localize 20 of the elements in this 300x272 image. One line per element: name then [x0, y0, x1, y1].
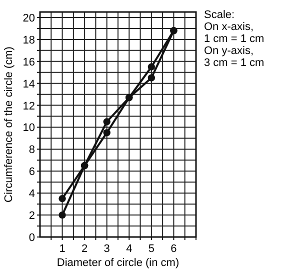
text: Scale: On x-axis, 1 cm = 1 cm On y-axis, 3 cm = 1 cm: [204, 9, 264, 69]
x-tick-label: 2: [82, 243, 88, 255]
y-tick-label: 14: [22, 78, 35, 90]
y-tick-label: 8: [28, 144, 35, 156]
y-tick-label: 2: [28, 210, 35, 222]
y-tick-label: 10: [22, 122, 35, 134]
x-axis-title: Diameter of circle (in cm): [56, 257, 180, 269]
x-tick-label: 1: [59, 243, 66, 255]
x-tick-label: 4: [126, 243, 132, 255]
y-tick-label: 4: [28, 188, 35, 200]
y-tick-label: 0: [28, 232, 35, 244]
y-tick-label: 20: [22, 12, 35, 24]
y-tick-label: 16: [22, 56, 35, 68]
x-tick-label: 5: [148, 243, 154, 255]
y-tick-label: 18: [22, 34, 35, 46]
x-tick-label: 6: [170, 243, 177, 255]
y-axis-title: Circumference of the circle (cm): [3, 46, 15, 202]
y-tick-label: 6: [28, 166, 35, 178]
y-tick-label: 12: [22, 100, 35, 112]
x-tick-label: 3: [104, 243, 110, 255]
